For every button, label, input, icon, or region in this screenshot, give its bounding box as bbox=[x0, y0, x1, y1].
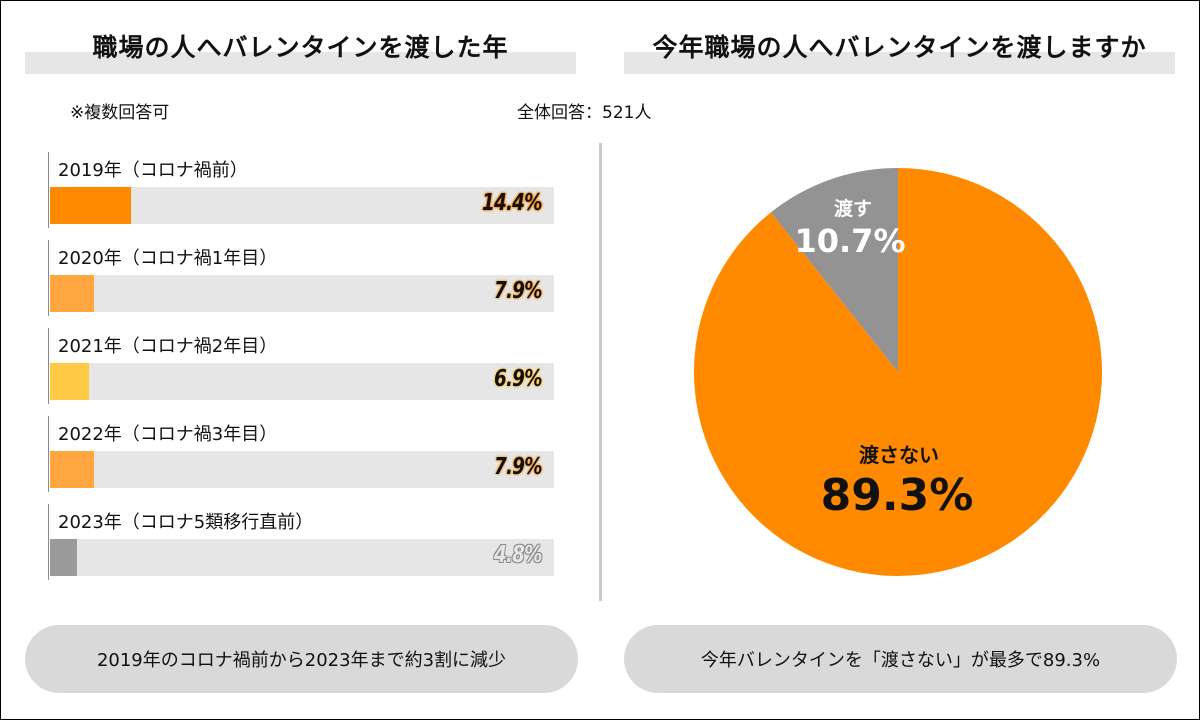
bar-row: 2020年（コロナ禍1年目） 7.9% bbox=[48, 240, 554, 320]
bar bbox=[50, 363, 89, 400]
right-title-text: 今年職場の人へバレンタインを渡しますか bbox=[652, 33, 1147, 62]
pie-value-label: 10.7% bbox=[794, 222, 905, 260]
bar-row: 2021年（コロナ禍2年目） 6.9% bbox=[48, 328, 554, 408]
bar-track: 6.9% bbox=[50, 363, 554, 400]
divider bbox=[599, 143, 602, 601]
pie-slice-label: 渡さない bbox=[859, 443, 939, 467]
bar-value-label: 14.4% bbox=[482, 190, 543, 216]
right-title: 今年職場の人へバレンタインを渡しますか bbox=[624, 28, 1175, 74]
bar-row: 2023年（コロナ5類移行直前） 4.8% bbox=[48, 504, 554, 584]
bar-value-label: 6.9% bbox=[494, 366, 543, 392]
left-title-text: 職場の人へバレンタインを渡した年 bbox=[92, 33, 509, 62]
bar bbox=[50, 539, 77, 576]
bar-track: 4.8% bbox=[50, 539, 554, 576]
bar-category-label: 2019年（コロナ禍前） bbox=[58, 160, 248, 181]
title-underlay bbox=[624, 52, 1175, 74]
bar-value-label: 7.9% bbox=[494, 454, 543, 480]
bar-value-label: 7.9% bbox=[494, 278, 543, 304]
multiple-answer-note: ※複数回答可 bbox=[70, 103, 170, 123]
title-underlay bbox=[25, 52, 576, 74]
right-summary-text: 今年バレンタインを「渡さない」が最多で89.3% bbox=[700, 650, 1101, 671]
bar bbox=[50, 275, 95, 312]
bar-category-label: 2023年（コロナ5類移行直前） bbox=[58, 512, 314, 533]
pie-value-label: 89.3% bbox=[821, 470, 974, 521]
left-summary: 2019年のコロナ禍前から2023年まで約3割に減少 bbox=[25, 625, 578, 693]
bar-axis-tick bbox=[48, 240, 49, 316]
left-summary-text: 2019年のコロナ禍前から2023年まで約3割に減少 bbox=[96, 650, 507, 671]
bar-track: 7.9% bbox=[50, 275, 554, 312]
right-summary: 今年バレンタインを「渡さない」が最多で89.3% bbox=[624, 625, 1177, 693]
respondent-count: 全体回答：521人 bbox=[517, 103, 652, 123]
bar-row: 2022年（コロナ禍3年目） 7.9% bbox=[48, 416, 554, 496]
bar-value-label: 4.8% bbox=[494, 542, 543, 568]
bar bbox=[50, 187, 131, 224]
bar-axis-tick bbox=[48, 504, 49, 580]
bar-track: 14.4% bbox=[50, 187, 554, 224]
pie-slice-label: 渡す bbox=[834, 197, 872, 220]
left-title: 職場の人へバレンタインを渡した年 bbox=[25, 28, 576, 74]
bar-category-label: 2022年（コロナ禍3年目） bbox=[58, 424, 278, 445]
bar-category-label: 2021年（コロナ禍2年目） bbox=[58, 336, 278, 357]
pie-slice bbox=[770, 168, 898, 372]
bar bbox=[50, 451, 95, 488]
bar-track: 7.9% bbox=[50, 451, 554, 488]
pie-slice bbox=[694, 167, 1103, 576]
bar-category-label: 2020年（コロナ禍1年目） bbox=[58, 248, 278, 269]
bar-axis-tick bbox=[48, 328, 49, 404]
bar-axis-tick bbox=[48, 416, 49, 492]
bar-row: 2019年（コロナ禍前） 14.4% bbox=[48, 152, 554, 232]
bar-axis-tick bbox=[48, 152, 49, 228]
